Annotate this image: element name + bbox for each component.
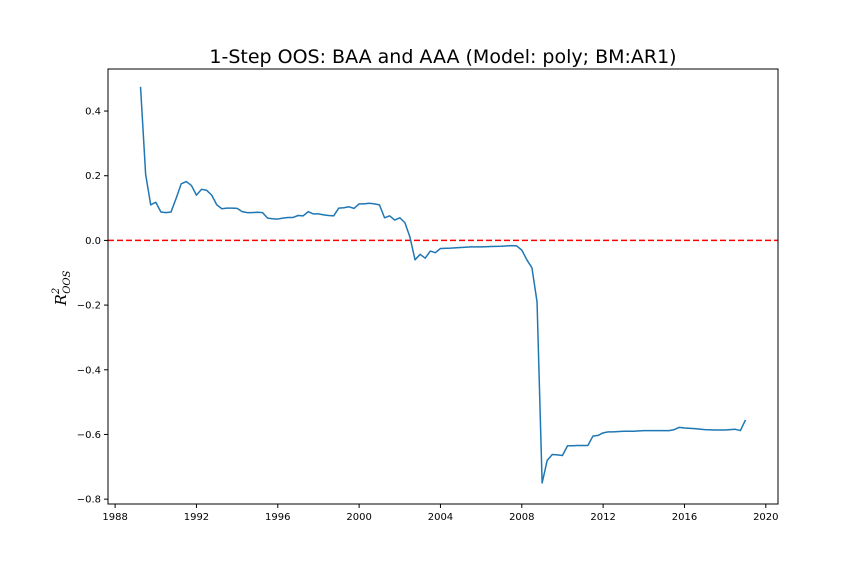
y-tick-label: −0.8 (77, 495, 101, 506)
x-axis: 1988 1992 1996 2000 2004 2008 2012 2016 2020 (102, 504, 779, 523)
x-tick-label: 2016 (672, 512, 697, 523)
x-tick-label: 2020 (753, 512, 778, 523)
chart-title: 1-Step OOS: BAA and AAA (Model: poly; BM… (209, 46, 676, 68)
r2-oos-series-line (139, 86, 747, 484)
x-tick-label: 1992 (184, 512, 209, 523)
y-tick-label: 0.2 (85, 171, 101, 182)
x-tick-label: 2012 (590, 512, 615, 523)
y-axis-label: R2OOS (51, 270, 73, 306)
y-axis-label-base: R (52, 294, 70, 306)
y-axis-label-sup: 2 (51, 288, 62, 295)
y-tick-label: −0.4 (77, 365, 101, 376)
x-tick-label: 1988 (102, 512, 127, 523)
x-tick-label: 2000 (346, 512, 371, 523)
series-layer (139, 86, 747, 484)
y-axis-label-sub: OOS (62, 270, 73, 293)
y-tick-label: 0.0 (85, 236, 101, 247)
y-tick-label: −0.6 (77, 430, 101, 441)
x-tick-label: 2008 (509, 512, 534, 523)
x-tick-label: 2004 (428, 512, 453, 523)
x-tick-label: 1996 (265, 512, 290, 523)
y-axis: −0.8 −0.6 −0.4 −0.2 0.0 0.2 0.4 (77, 107, 108, 506)
y-tick-label: 0.4 (85, 107, 101, 118)
y-tick-label: −0.2 (77, 301, 101, 312)
plot-frame (107, 68, 779, 505)
